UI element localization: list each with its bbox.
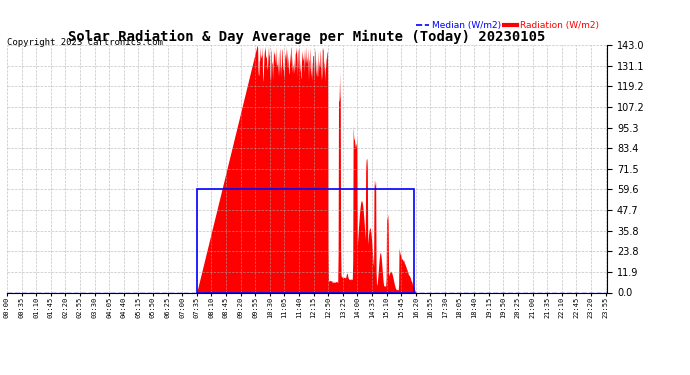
Legend: Median (W/m2), Radiation (W/m2): Median (W/m2), Radiation (W/m2) xyxy=(412,17,602,33)
Bar xyxy=(197,189,413,292)
Title: Solar Radiation & Day Average per Minute (Today) 20230105: Solar Radiation & Day Average per Minute… xyxy=(68,30,546,44)
Text: Copyright 2023 Cartronics.com: Copyright 2023 Cartronics.com xyxy=(7,38,163,47)
